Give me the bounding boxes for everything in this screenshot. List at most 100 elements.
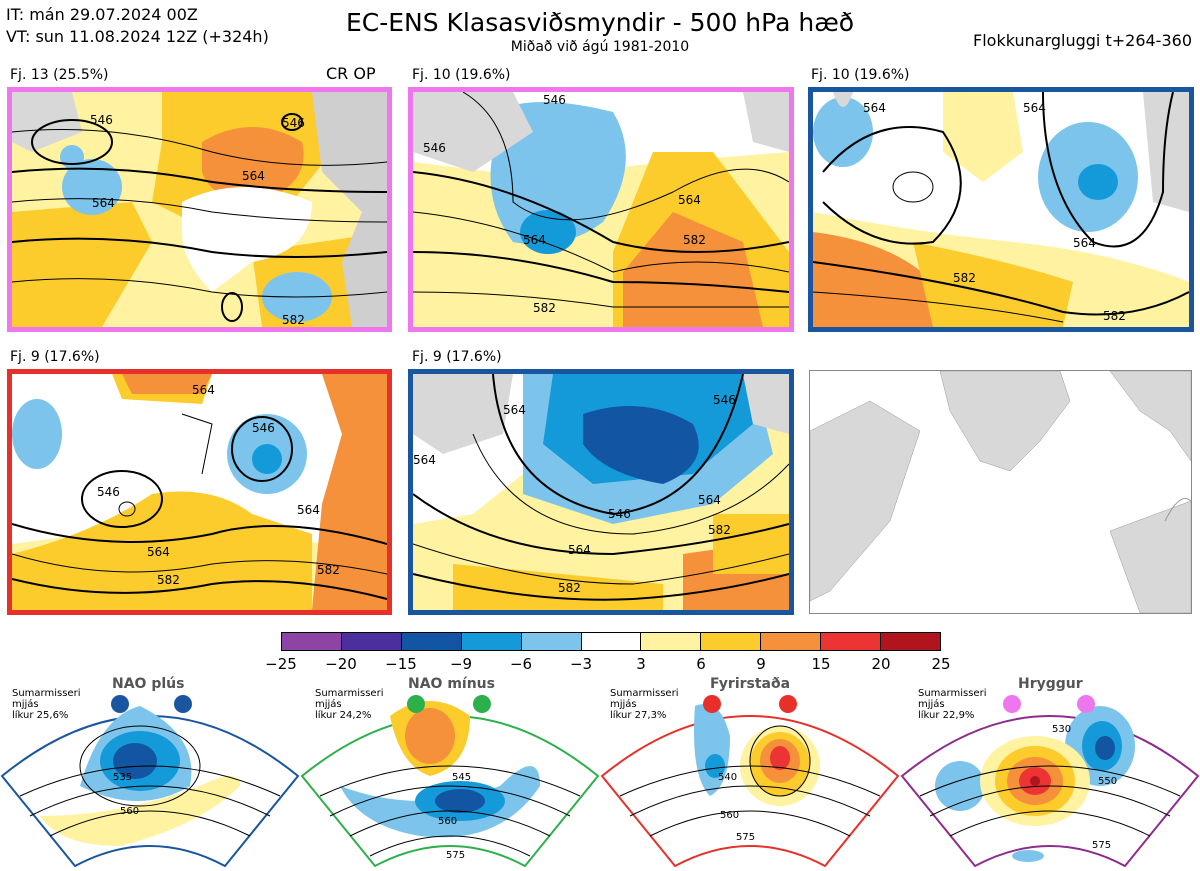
contour-label: 546 (97, 485, 120, 499)
panel-1-label: Fj. 13 (25.5%) (10, 67, 109, 83)
contour-label: 564 (523, 233, 546, 247)
colorbar-segment (461, 633, 522, 650)
valid-time: VT: sun 11.08.2024 12Z (+324h) (6, 27, 269, 46)
cluster-map-2: 546 546 564 564 582 582 (408, 87, 794, 332)
contour-label: 564 (413, 453, 436, 467)
background-map (809, 370, 1192, 614)
regime-info: Sumarmisseri mjjás líkur 22,9% (918, 688, 986, 721)
colorbar-tick: 20 (871, 655, 891, 673)
regime-mean: mjjás (315, 699, 342, 710)
contour-label: 564 (242, 169, 265, 183)
contour-label: 546 (282, 116, 305, 130)
page-title: EC-ENS Klasasviðsmyndir - 500 hPa hæð (345, 8, 855, 37)
regime-mean: mjjás (918, 699, 945, 710)
colorbar-tick: −20 (325, 655, 357, 673)
colorbar-segment (761, 633, 822, 650)
colorbar-segment (701, 633, 762, 650)
cluster-map-3: 564 564 564 582 582 (808, 87, 1194, 332)
colorbar (281, 632, 941, 651)
colorbar-tick: −15 (385, 655, 417, 673)
panel-5-label: Fj. 9 (17.6%) (412, 349, 502, 365)
panel-3-label: Fj. 10 (19.6%) (811, 67, 910, 83)
regime-probability: líkur 22,9% (918, 710, 975, 721)
classification-window: Flokkunargluggi t+264-360 (973, 31, 1192, 50)
regime-probability: líkur 24,2% (315, 710, 372, 721)
regime-contour-label: 575 (736, 832, 755, 843)
regime-ridge: 530 550 575 Hryggur Sumarmisseri mjjás l… (900, 676, 1200, 871)
contour-label: 546 (543, 93, 566, 107)
contour-label: 564 (192, 383, 215, 397)
regime-season: Sumarmisseri (610, 688, 679, 699)
colorbar-tick: −25 (265, 655, 297, 673)
colorbar-segment (521, 633, 582, 650)
regime-season: Sumarmisseri (12, 688, 81, 699)
regime-contour-label: 535 (113, 772, 132, 783)
contour-label: 582 (1103, 309, 1126, 323)
regime-title: Fyrirstaða (710, 676, 791, 692)
cluster-map-1: 546 564 546 564 582 (7, 87, 392, 332)
regime-contour-label: 545 (452, 772, 471, 783)
regime-contour-label: 560 (438, 816, 457, 827)
regime-title: Hryggur (1018, 676, 1083, 692)
cluster-map-5: 564 546 546 564 564 582 582 564 (408, 369, 794, 615)
regime-probability: líkur 27,3% (610, 710, 667, 721)
colorbar-tick: 15 (811, 655, 831, 673)
regime-contour-label: 575 (446, 850, 465, 861)
colorbar-tick: 3 (636, 655, 646, 673)
contour-label: 546 (90, 113, 113, 127)
regime-contour-label: 560 (120, 806, 139, 817)
contour-label: 582 (157, 573, 180, 587)
contour-label: 564 (1073, 236, 1096, 250)
colorbar-segment (282, 633, 342, 650)
contour-label: 564 (698, 493, 721, 507)
regime-contour-label: 560 (720, 810, 739, 821)
regime-nao-minus: 545 560 575 NAO mínus Sumarmisseri mjjás… (300, 676, 600, 871)
page-subtitle: Miðað við ágú 1981-2010 (510, 39, 690, 55)
regime-title: NAO mínus (408, 676, 495, 692)
contour-label: 582 (558, 581, 581, 595)
panel-4-label: Fj. 9 (17.6%) (10, 349, 100, 365)
regime-info: Sumarmisseri mjjás líkur 25,6% (12, 688, 80, 721)
initial-time: IT: mán 29.07.2024 00Z (6, 5, 198, 24)
colorbar-tick: −9 (449, 655, 473, 673)
regime-blocking: 540 560 575 Fyrirstaða Sumarmisseri mjjá… (600, 676, 900, 871)
contour-label: 546 (423, 141, 446, 155)
contour-label: 582 (953, 271, 976, 285)
header-info: IT: mán 29.07.2024 00Z VT: sun 11.08.202… (6, 4, 269, 48)
panel-2-label: Fj. 10 (19.6%) (412, 67, 511, 83)
regime-mean: mjjás (610, 699, 637, 710)
regime-info: Sumarmisseri mjjás líkur 24,2% (315, 688, 383, 721)
colorbar-segment (341, 633, 402, 650)
panel-1-tag: CR OP (326, 64, 376, 83)
contour-label: 546 (713, 393, 736, 407)
regime-contour-label: 540 (718, 772, 737, 783)
regime-season: Sumarmisseri (918, 688, 987, 699)
contour-label: 582 (317, 563, 340, 577)
colorbar-segment (821, 633, 882, 650)
contour-label: 546 (252, 421, 275, 435)
contour-label: 564 (147, 545, 170, 559)
cluster-map-4: 564 546 546 564 564 582 582 (7, 369, 392, 615)
regime-season: Sumarmisseri (315, 688, 384, 699)
regime-contour-label: 550 (1098, 776, 1117, 787)
colorbar-tick: 9 (756, 655, 766, 673)
contour-label: 564 (863, 101, 886, 115)
contour-label: 564 (297, 503, 320, 517)
regime-contour-label: 575 (1092, 840, 1111, 851)
regime-contour-label: 530 (1052, 724, 1071, 735)
regime-info: Sumarmisseri mjjás líkur 27,3% (610, 688, 678, 721)
regime-nao-plus: 535 560 NAO plús Sumarmisseri mjjás líku… (0, 676, 300, 871)
contour-label: 582 (533, 301, 556, 315)
colorbar-segment (881, 633, 940, 650)
colorbar-tick: 6 (696, 655, 706, 673)
contour-label: 564 (678, 193, 701, 207)
colorbar-segment (641, 633, 702, 650)
colorbar-tick: −3 (569, 655, 593, 673)
colorbar-tick: 25 (931, 655, 951, 673)
contour-label: 564 (503, 403, 526, 417)
colorbar-segment (581, 633, 642, 650)
colorbar-tick: −6 (509, 655, 533, 673)
contour-label: 564 (92, 196, 115, 210)
contour-label: 564 (1023, 101, 1046, 115)
contour-label: 564 (568, 543, 591, 557)
